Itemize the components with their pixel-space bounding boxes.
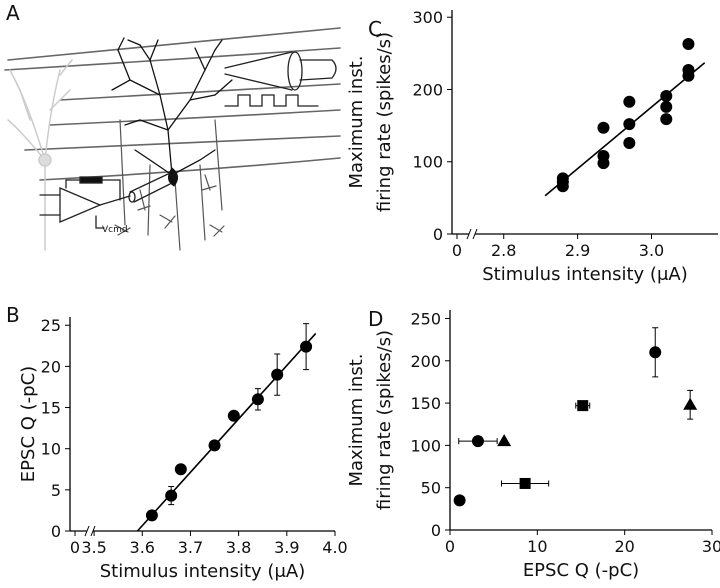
panel-label: A [6, 1, 20, 25]
y-tick-label: 0 [51, 522, 61, 541]
x-tick-label: 3.7 [178, 538, 203, 557]
y-axis-label: EPSC Q (-pC) [18, 366, 39, 482]
x-axis-label: Stimulus intensity (μA) [100, 561, 306, 582]
axis-break [90, 525, 96, 537]
axis-break [84, 525, 90, 537]
point [660, 100, 673, 113]
x-tick-label: 20 [614, 537, 634, 556]
x-tick-label: 2.9 [565, 241, 590, 260]
x-tick-label: 4.0 [322, 538, 347, 557]
point [556, 180, 569, 193]
y-tick-label: 100 [410, 436, 441, 455]
point [623, 136, 636, 149]
point [271, 368, 284, 381]
y-tick-label: 0 [431, 521, 441, 540]
x-tick-label: 0 [452, 241, 462, 260]
y-tick-label: 200 [410, 352, 441, 371]
x-axis-label: Stimulus intensity (μA) [482, 264, 688, 285]
point [165, 489, 178, 502]
y-tick-label: 100 [412, 153, 443, 172]
schematic: Vcmd [4, 27, 341, 251]
axis-break [466, 228, 472, 240]
point [453, 494, 466, 507]
x-tick-label: 0 [445, 537, 455, 556]
panel-label: D [368, 307, 383, 331]
y-tick-label: 150 [410, 394, 441, 413]
x-axis-label: EPSC Q (-pC) [523, 560, 639, 581]
x-tick-label: 3.6 [130, 538, 155, 557]
y-tick-label: 10 [41, 440, 61, 459]
fit-line [136, 332, 317, 532]
axis-break-gap [87, 527, 93, 535]
y-axis-label: Maximum inst. [346, 56, 367, 189]
x-tick-label: 2.8 [491, 241, 516, 260]
point [471, 435, 484, 448]
point [660, 113, 673, 126]
axis-break [472, 228, 478, 240]
fit-line [544, 62, 706, 197]
point [497, 434, 512, 447]
y-axis-label: firing rate (spikes/s) [374, 32, 395, 212]
point [519, 477, 531, 489]
y-tick-label: 0 [433, 225, 443, 244]
y-tick-label: 250 [410, 309, 441, 328]
x-tick-label: 3.5 [81, 538, 106, 557]
y-tick-label: 200 [412, 80, 443, 99]
y-tick-label: 20 [41, 357, 61, 376]
panel-label: C [368, 17, 382, 41]
point [623, 95, 636, 108]
x-tick-label: 3.9 [274, 538, 299, 557]
y-tick-label: 25 [41, 316, 61, 335]
x-tick-label: 10 [527, 537, 547, 556]
y-tick-label: 300 [412, 8, 443, 27]
point [597, 121, 610, 134]
axis-break-gap [469, 230, 475, 238]
point [174, 463, 187, 476]
y-axis-label: Maximum inst. [346, 354, 367, 487]
point [682, 37, 695, 50]
point [300, 340, 313, 353]
x-tick-label: 3.0 [639, 241, 664, 260]
x-tick-label: 3.8 [226, 538, 251, 557]
point [577, 400, 589, 412]
amplifier-label: Vcmd [102, 225, 128, 235]
y-tick-label: 5 [51, 481, 61, 500]
panel-label: B [6, 303, 20, 327]
point [227, 409, 240, 422]
point [251, 393, 264, 406]
x-tick-label: 30 [702, 537, 720, 556]
y-axis-label: firing rate (spikes/s) [374, 330, 395, 510]
point [649, 346, 662, 359]
x-tick-label: 0 [70, 538, 80, 557]
point [597, 157, 610, 170]
y-tick-label: 15 [41, 399, 61, 418]
y-tick-label: 50 [421, 479, 441, 498]
point [683, 397, 698, 410]
